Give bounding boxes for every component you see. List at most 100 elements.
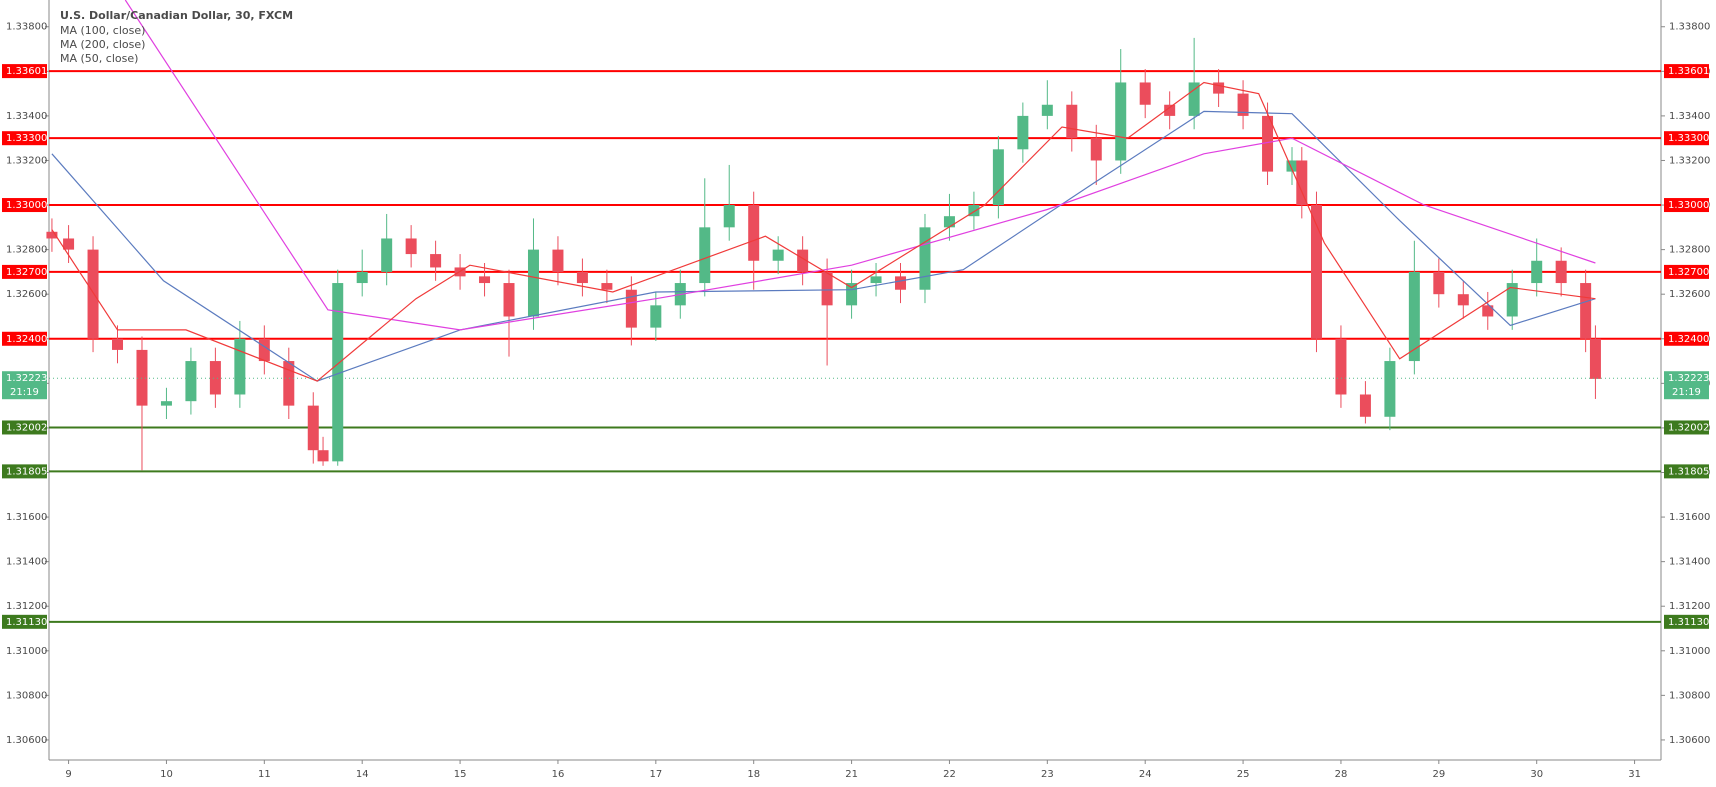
price-label: 1.32700 (1668, 267, 1709, 278)
candle-body (1296, 160, 1308, 206)
candle-body (430, 254, 442, 268)
candle-body (1139, 82, 1151, 105)
y-tick-label: 1.31200 (1669, 601, 1710, 612)
candle-body (1433, 271, 1445, 295)
candle-body (1115, 82, 1127, 161)
candle-body (919, 227, 931, 290)
price-label: 1.32223 (1668, 373, 1709, 384)
y-tick-label: 1.31400 (6, 557, 47, 568)
candle-body (1531, 260, 1543, 284)
candle-body (943, 216, 955, 228)
candle-body (821, 271, 833, 306)
x-tick-label: 21 (845, 769, 858, 780)
x-tick-label: 16 (552, 769, 565, 780)
candle-body (552, 249, 564, 272)
price-label: 1.32400 (6, 334, 47, 345)
legend: U.S. Dollar/Canadian Dollar, 30, FXCM MA… (60, 9, 293, 65)
candle-body (1384, 361, 1396, 417)
y-tick-label: 1.30600 (6, 735, 47, 746)
candle-body (846, 283, 858, 306)
candle-body (1335, 338, 1347, 395)
candle-body (992, 149, 1004, 206)
price-label-box (2, 131, 47, 146)
candle-body (479, 276, 491, 284)
y-tick-label: 1.31600 (6, 512, 47, 523)
candle-body (356, 271, 368, 284)
y-tick-label: 1.31200 (6, 601, 47, 612)
price-label: 1.33300 (1668, 133, 1709, 144)
price-label-box (2, 614, 47, 629)
x-tick-label: 30 (1530, 769, 1543, 780)
candle-body (1310, 205, 1322, 339)
y-tick-label: 1.31000 (6, 646, 47, 657)
candle-body (317, 450, 329, 462)
x-tick-label: 17 (649, 769, 662, 780)
price-label-box (2, 64, 47, 79)
price-label: 1.33300 (6, 133, 47, 144)
candle-body (1359, 394, 1371, 417)
price-label-box (2, 371, 47, 400)
candle-body (772, 249, 784, 261)
candle-body (748, 205, 760, 261)
x-tick-label: 29 (1432, 769, 1445, 780)
price-label-box (1664, 131, 1709, 146)
price-label: 1.33601 (1668, 66, 1709, 77)
candle-body (699, 227, 711, 284)
price-label-box (1664, 198, 1709, 213)
candle-body (1408, 271, 1420, 362)
y-tick-label: 1.30600 (1669, 735, 1710, 746)
legend-entry: MA (100, close) (60, 24, 145, 37)
price-label: 1.31805 (6, 466, 47, 477)
price-label-box (1664, 420, 1709, 435)
x-tick-label: 10 (160, 769, 173, 780)
y-tick-label: 1.33400 (6, 111, 47, 122)
x-tick-label: 31 (1628, 769, 1641, 780)
candle-body (870, 276, 882, 284)
candle-body (1555, 260, 1567, 284)
y-tick-label: 1.31600 (1669, 512, 1710, 523)
candle-body (1580, 283, 1592, 339)
x-tick-label: 25 (1237, 769, 1250, 780)
price-label-box (2, 264, 47, 279)
candle-body (1066, 104, 1078, 139)
candle-body (307, 405, 319, 451)
candle-body (405, 238, 417, 255)
y-tick-label: 1.32800 (6, 245, 47, 256)
candle-body (1164, 104, 1176, 116)
candle-body (1237, 93, 1249, 116)
price-label: 1.32223 (6, 373, 47, 384)
legend-entry: MA (50, close) (60, 52, 138, 65)
price-label: 1.32002 (6, 422, 47, 433)
candle-body (527, 249, 539, 317)
candle-body (1589, 338, 1601, 379)
price-label-box (1664, 464, 1709, 479)
y-tick-label: 1.32600 (1669, 289, 1710, 300)
x-tick-label: 23 (1041, 769, 1054, 780)
price-label-box (2, 198, 47, 213)
price-label-box (1664, 614, 1709, 629)
candle-body (1286, 160, 1298, 172)
x-tick-label: 9 (65, 769, 71, 780)
candle-body (381, 238, 393, 272)
candle-body (650, 305, 662, 328)
x-tick-label: 15 (454, 769, 467, 780)
candle-body (601, 283, 613, 290)
y-tick-label: 1.30800 (6, 690, 47, 701)
countdown: 21:19 (10, 387, 39, 398)
legend-entry: MA (200, close) (60, 38, 145, 51)
y-tick-label: 1.31400 (1669, 557, 1710, 568)
price-label-box (2, 420, 47, 435)
chart-title: U.S. Dollar/Canadian Dollar, 30, FXCM (60, 9, 293, 22)
price-label-box (1664, 331, 1709, 346)
y-tick-label: 1.31000 (1669, 646, 1710, 657)
candle-body (1188, 82, 1200, 116)
price-label-box (1664, 64, 1709, 79)
ma-line (124, 0, 1596, 331)
candle-body (46, 231, 58, 239)
price-label: 1.31805 (1668, 466, 1709, 477)
candle-body (1090, 138, 1102, 161)
y-tick-label: 1.30800 (1669, 690, 1710, 701)
candle-body (576, 271, 588, 284)
price-label: 1.33000 (6, 200, 47, 211)
candle-body (503, 283, 515, 317)
